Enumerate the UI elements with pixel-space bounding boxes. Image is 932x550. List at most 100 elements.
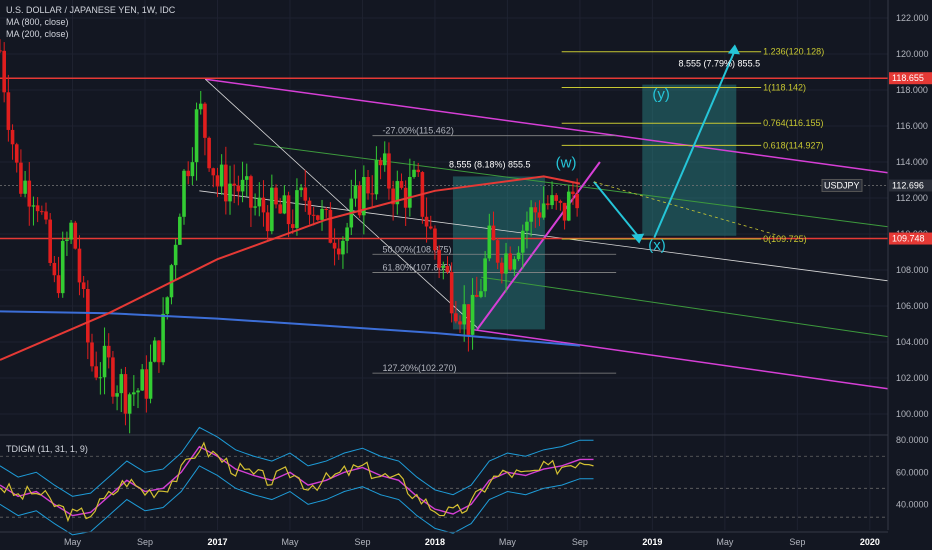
time-tick: May [281, 537, 299, 547]
candle-body [136, 390, 140, 393]
candle-body [253, 206, 257, 208]
measure-label: 8.555 (7.79%) 855.5 [679, 59, 761, 69]
candle-body [249, 176, 253, 208]
candle-body [228, 183, 232, 202]
channel-green [481, 276, 889, 338]
time-tick: May [716, 537, 734, 547]
candle-body [2, 50, 6, 93]
channel-green [253, 143, 889, 228]
candle-body [6, 92, 11, 130]
candle-body [571, 191, 575, 194]
candle-body [537, 212, 542, 218]
candle-body [533, 207, 538, 213]
candle-body [508, 253, 513, 270]
symbol-badge-text: USDJPY [824, 180, 860, 190]
candle-body [90, 342, 94, 367]
time-tick: May [64, 537, 82, 547]
fib-label: 0.618(114.927) [763, 140, 823, 150]
price-tick: 112.000 [896, 193, 928, 203]
candle-body [186, 170, 190, 177]
ma200-line [0, 175, 581, 361]
price-tick: 106.000 [896, 301, 929, 311]
candle-body [474, 294, 479, 297]
projection-dash [593, 181, 780, 237]
candle-body [437, 250, 441, 268]
candle-body [173, 244, 178, 266]
candle-body [286, 195, 291, 225]
candle-body [541, 203, 546, 218]
candle-body [345, 227, 349, 241]
fib-label: 0(109.725) [763, 234, 807, 244]
candle-body [445, 265, 450, 273]
ma800-line [0, 310, 581, 347]
ma200-legend: MA (200, close) [6, 29, 69, 39]
candle-body [395, 181, 400, 205]
indicator-band [0, 426, 594, 497]
indicator-legend: TDIGM (11, 31, 1, 9) [6, 444, 88, 454]
wave-arrow [593, 181, 641, 239]
indicator-tick: 80.0000 [896, 435, 929, 445]
candle-body [491, 225, 496, 241]
candle-body [341, 240, 345, 255]
candle-body [416, 169, 421, 173]
time-tick: 2017 [207, 537, 227, 547]
candle-body [575, 193, 579, 209]
candle-body [73, 222, 78, 249]
candle-body [362, 176, 366, 216]
candle-body [316, 215, 320, 220]
candle-body [374, 160, 379, 195]
fib-label: 61.80%(107.865) [382, 262, 451, 272]
candle-body [458, 321, 462, 325]
wave-label: (x) [648, 237, 666, 254]
time-tick: May [499, 537, 517, 547]
chart-title: U.S. DOLLAR / JAPANESE YEN, 1W, IDC [6, 5, 176, 15]
fib-label: 50.00%(108.875) [382, 244, 451, 254]
candle-body [111, 357, 115, 397]
candle-body [332, 242, 337, 249]
candle-body [190, 162, 195, 177]
candle-body [320, 208, 324, 220]
candle-body [483, 258, 487, 292]
price-badge [889, 232, 932, 245]
candle-body [433, 228, 437, 251]
candle-body [94, 366, 98, 378]
fib-label: 1(118.142) [763, 82, 806, 92]
last-price-badge [889, 179, 932, 192]
candle-body [77, 248, 82, 283]
candle-body [14, 144, 19, 163]
price-tick: 100.000 [896, 409, 929, 419]
candle-body [86, 288, 90, 343]
candle-body [382, 153, 387, 166]
candle-body [328, 209, 333, 243]
candle-body [303, 187, 308, 201]
channel-white [199, 190, 889, 282]
candle-body [194, 109, 199, 163]
candle-body [428, 226, 433, 229]
candle-body [520, 230, 525, 253]
candle-body [52, 262, 57, 276]
candle-body [370, 193, 375, 195]
candle-body [495, 240, 500, 263]
candle-body [236, 185, 241, 192]
fib-label: 127.20%(102.270) [382, 363, 456, 373]
time-tick: 2019 [642, 537, 662, 547]
price-badge-text: 118.655 [892, 73, 924, 83]
time-tick: 2020 [860, 537, 880, 547]
candle-body [35, 205, 40, 212]
time-tick: Sep [572, 537, 588, 547]
candle-body [504, 253, 508, 274]
candle-body [454, 313, 458, 322]
candle-body [65, 239, 69, 241]
candle-body [211, 168, 216, 176]
candle-body [462, 304, 467, 325]
candle-body [144, 369, 149, 399]
candle-body [0, 50, 2, 52]
candle-body [357, 185, 362, 216]
candle-body [240, 179, 245, 192]
candle-body [546, 203, 550, 206]
price-tick: 116.000 [896, 121, 928, 131]
candle-body [278, 204, 283, 214]
candle-body [290, 224, 295, 228]
